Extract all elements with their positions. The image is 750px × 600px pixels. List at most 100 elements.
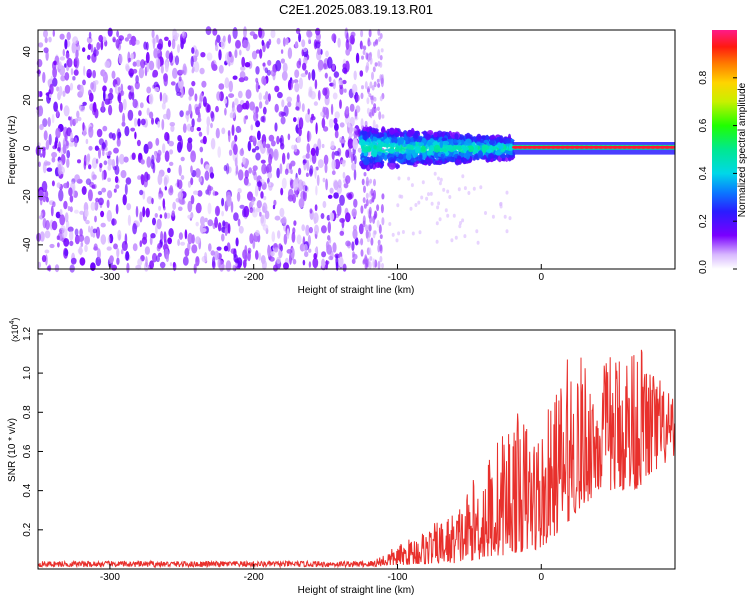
signal-peak [611,145,619,149]
heatmap-cell [124,126,130,137]
heatmap-cell [78,104,82,111]
heatmap-cell [315,185,318,196]
heatmap-cell [381,127,385,134]
heatmap-cell [487,154,491,162]
signal-peak [640,145,647,149]
heatmap-cell [298,117,304,130]
signal-peak [526,145,534,149]
heatmap-cell [264,99,269,105]
heatmap-cell [92,101,97,113]
heatmap-cell [456,145,463,151]
heatmap-cell [180,39,184,50]
heatmap-cell [157,121,161,128]
colorbar-gradient [712,30,737,269]
heatmap-cell [364,81,368,90]
heatmap-cell [124,183,128,196]
heatmap-cell [339,218,346,223]
heatmap-cell [489,139,495,146]
signal-peak [587,145,595,149]
heatmap-cell [39,153,43,158]
heatmap-cell [69,206,73,213]
heatmap-cell [366,97,370,105]
signal-peak [545,145,553,149]
heatmap-cell [264,210,270,220]
heatmap-cell [244,169,249,179]
heatmap-cell [125,177,132,185]
heatmap-cell [228,93,235,98]
heatmap-cell [227,34,232,44]
heatmap-cell [476,133,482,142]
heatmap-cell [138,67,145,79]
heatmap-cell [249,196,256,202]
heatmap-cell [92,49,99,57]
heatmap-cell [261,39,265,47]
heatmap-cell [395,238,399,243]
heatmap-cell [187,242,191,252]
heatmap-cell [420,195,424,200]
heatmap-cell [335,254,339,267]
heatmap-cell [39,124,44,131]
heatmap-cell [86,73,92,78]
heatmap-cell [71,42,76,54]
heatmap-cell [252,169,257,176]
heatmap-cell [120,170,127,179]
heatmap-cell [212,28,218,36]
heatmap-cell [353,70,357,81]
heatmap-cell [116,138,121,147]
heatmap-cell [51,180,55,187]
signal-peak [578,145,586,149]
heatmap-cell [372,66,376,73]
heatmap-cell [180,156,185,162]
figure-title: C2E1.2025.083.19.13.R01 [279,2,433,17]
heatmap-cell [463,234,467,239]
heatmap-cell [454,235,458,240]
signal-peak [630,145,638,149]
heatmap-cell [281,99,285,108]
heatmap-cell [49,243,55,249]
heatmap-cell [343,182,349,189]
heatmap-cell [111,70,116,80]
heatmap-cell [363,203,367,209]
heatmap-cell [288,188,294,200]
heatmap-cell [360,118,364,129]
heatmap-cell [127,33,132,39]
heatmap-cell [157,58,161,70]
heatmap-cell [232,264,236,271]
heatmap-cell [164,150,170,162]
snr-background [38,330,675,569]
heatmap-cell [224,77,230,89]
heatmap-cell [504,137,511,144]
heatmap-cell [314,204,318,212]
heatmap-cell [74,118,79,124]
heatmap-cell [437,201,441,206]
heatmap-cell [122,194,127,206]
heatmap-cell [371,107,375,117]
heatmap-cell [348,132,354,138]
heatmap-cell [36,70,41,75]
heatmap-cell [190,150,197,163]
heatmap-cell [369,155,374,164]
heatmap-cell [199,67,205,75]
heatmap-cell [426,150,432,156]
heatmap-cell [62,90,66,97]
heatmap-cell [70,257,77,265]
heatmap-cell [172,201,177,210]
heatmap-cell [204,217,208,223]
heatmap-cell [355,105,361,113]
heatmap-cell [365,176,369,187]
heatmap-cell [376,219,380,228]
heatmap-cell [250,124,254,131]
heatmap-cell [315,27,321,36]
heatmap-cell [457,187,461,192]
heatmap-cell [368,41,372,46]
heatmap-cell [58,85,63,97]
heatmap-cell [379,33,383,39]
heatmap-cell [436,205,440,210]
heatmap-cell [69,131,74,142]
heatmap-cell [98,197,104,206]
heatmap-cell [177,191,184,200]
heatmap-cell [296,234,302,245]
heatmap-cell [396,164,400,169]
heatmap-cell [53,101,58,112]
